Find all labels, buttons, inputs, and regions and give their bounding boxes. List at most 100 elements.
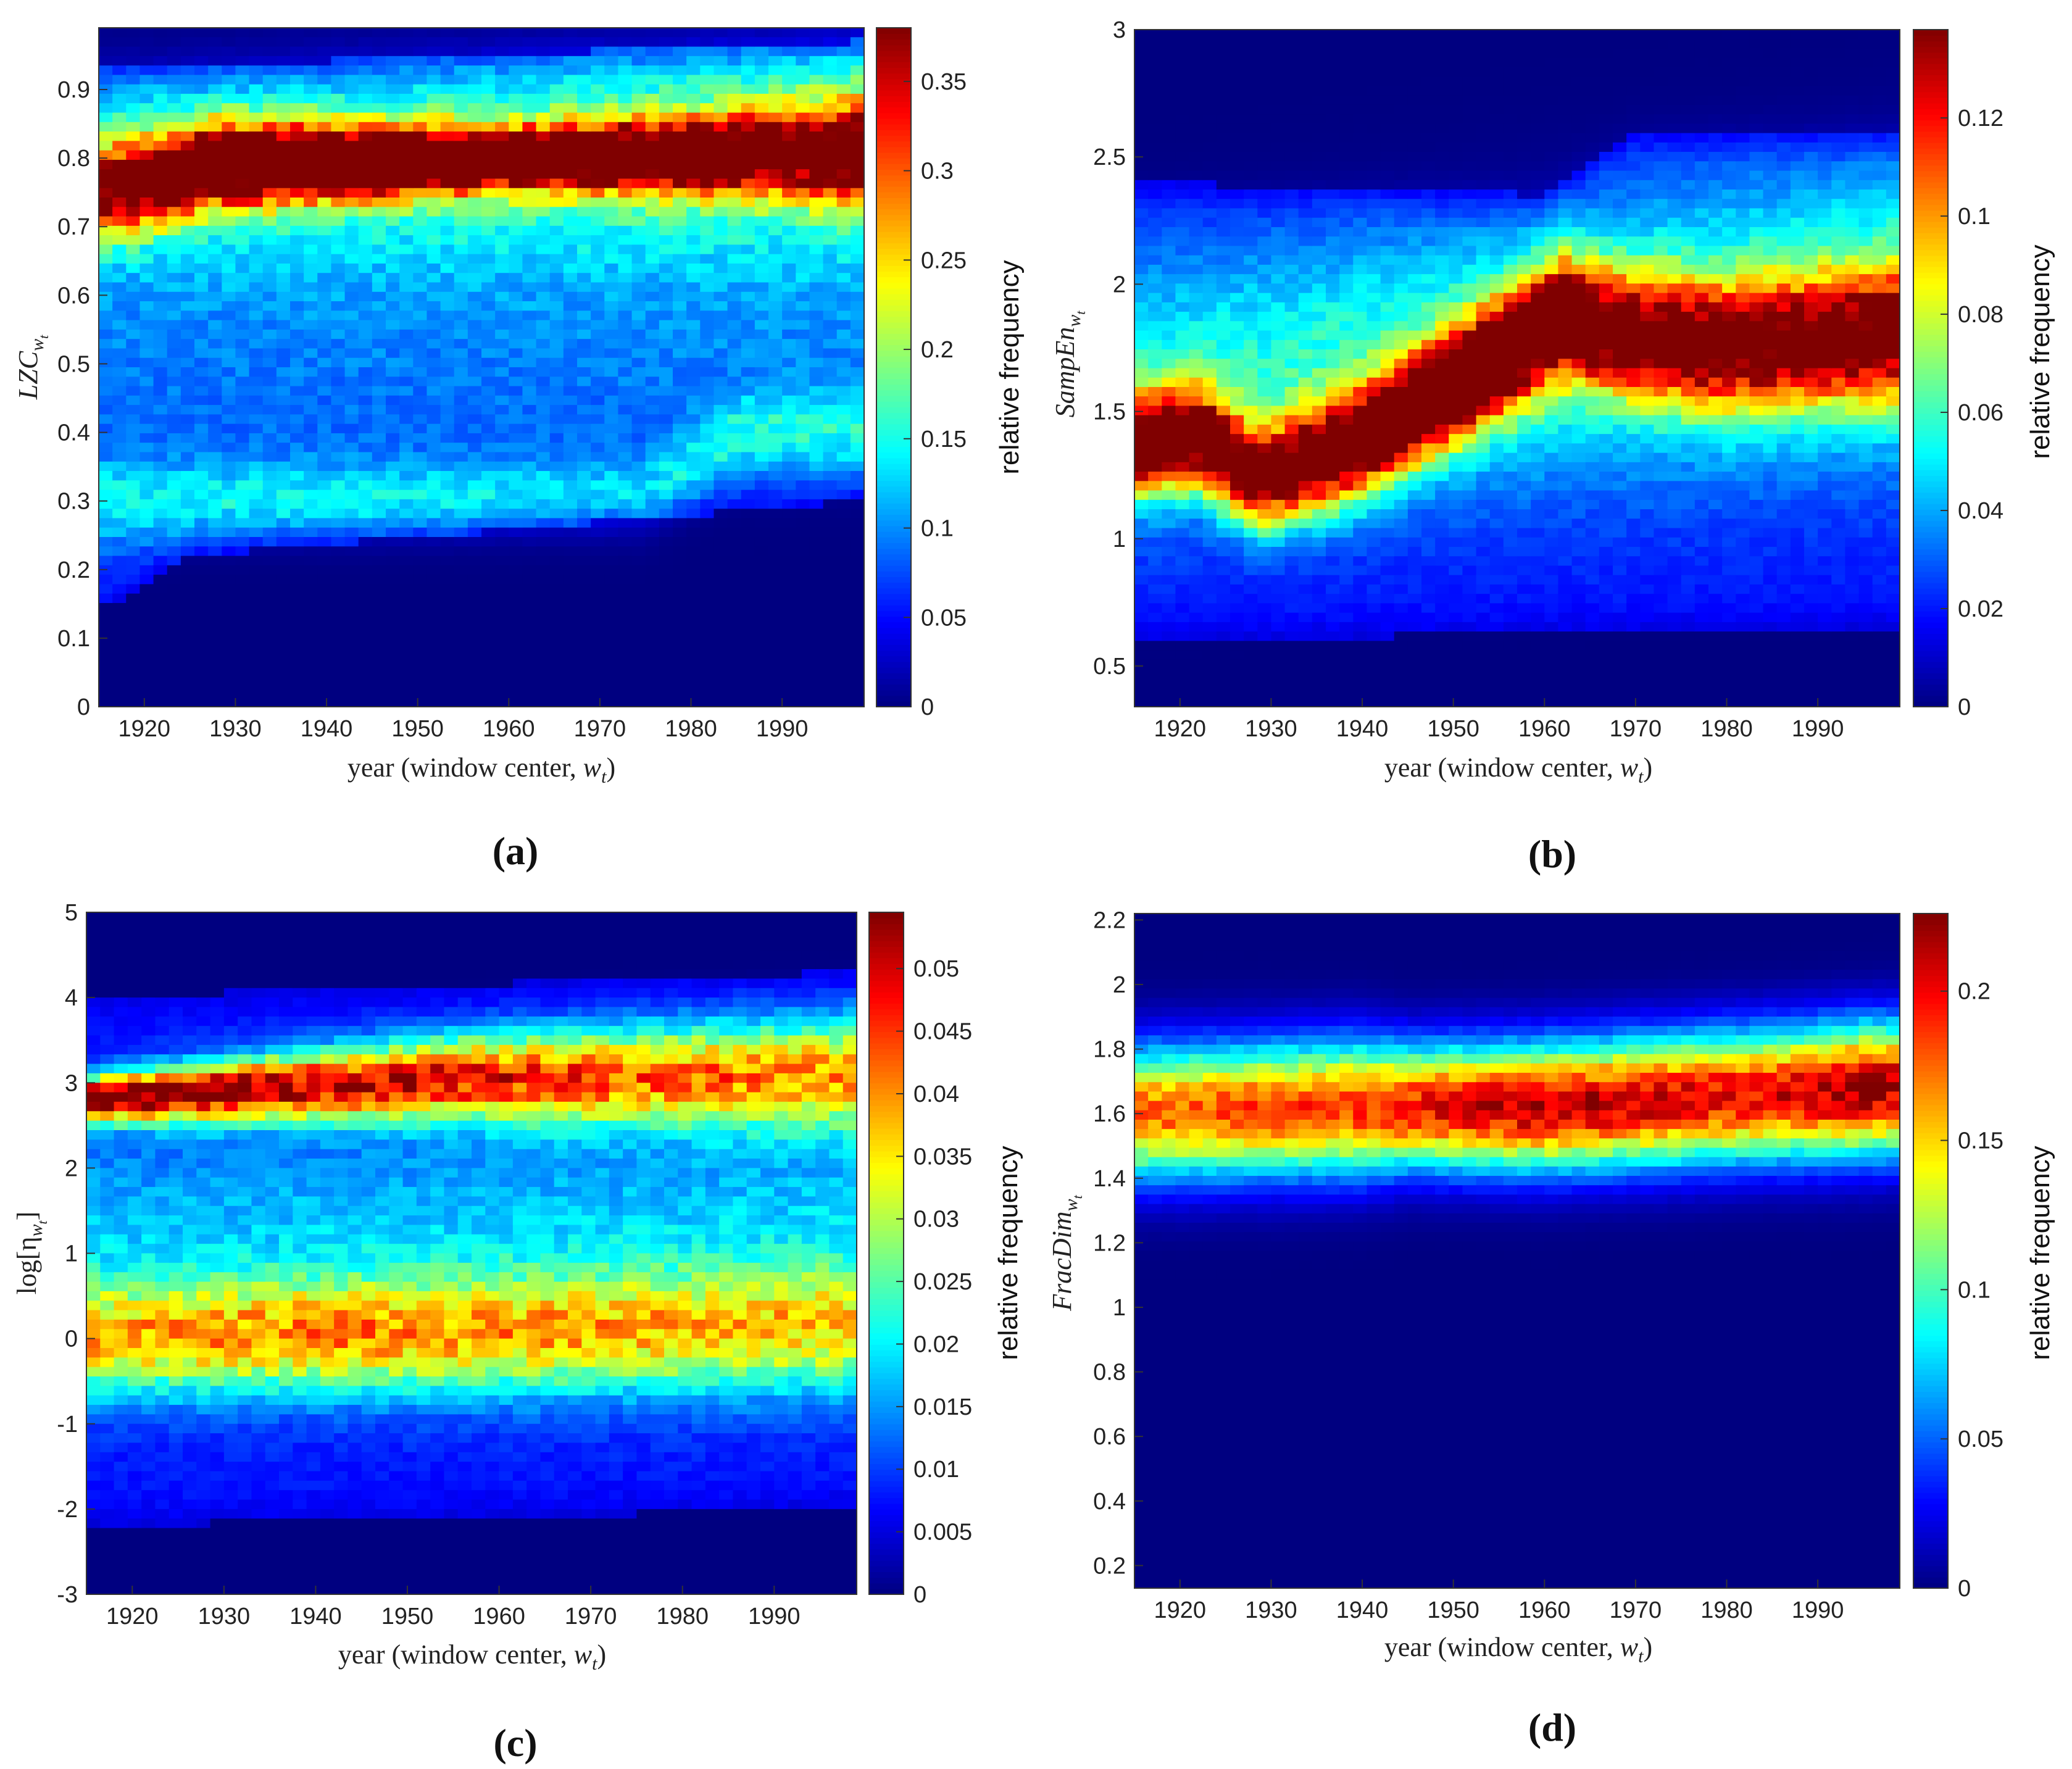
heatmap-cell bbox=[208, 310, 223, 321]
heatmap-cell bbox=[304, 273, 318, 283]
heatmap-cell bbox=[1257, 246, 1272, 256]
heatmap-cell bbox=[563, 112, 578, 123]
heatmap-cell bbox=[112, 282, 127, 293]
heatmap-cell bbox=[604, 37, 619, 48]
heatmap-cell bbox=[467, 65, 482, 76]
heatmap-cell bbox=[344, 198, 359, 208]
heatmap-cell bbox=[659, 395, 673, 406]
heatmap-cell bbox=[1148, 556, 1163, 567]
heatmap-cell bbox=[700, 263, 715, 274]
heatmap-cell bbox=[194, 602, 209, 614]
heatmap-cell bbox=[549, 593, 564, 604]
heatmap-cell bbox=[386, 452, 400, 462]
heatmap-cell bbox=[290, 499, 304, 509]
heatmap-cell bbox=[249, 518, 264, 528]
heatmap-cell bbox=[1175, 377, 1190, 388]
heatmap-cell bbox=[1148, 123, 1163, 134]
heatmap-cell bbox=[659, 593, 673, 604]
heatmap-cell bbox=[249, 461, 264, 472]
heatmap-cell bbox=[741, 65, 755, 76]
heatmap-cell bbox=[167, 414, 181, 425]
heatmap-cell bbox=[112, 697, 127, 707]
heatmap-cell bbox=[180, 386, 195, 396]
heatmap-cell bbox=[208, 207, 223, 217]
heatmap-cell bbox=[768, 207, 783, 217]
heatmap-cell bbox=[1230, 95, 1244, 106]
heatmap-cell bbox=[235, 593, 250, 604]
heatmap-cell bbox=[139, 367, 154, 378]
heatmap-cell bbox=[768, 575, 783, 585]
heatmap-cell bbox=[796, 46, 810, 57]
heatmap-cell bbox=[139, 235, 154, 246]
heatmap-cell bbox=[631, 28, 646, 38]
heatmap-cell bbox=[836, 150, 851, 160]
heatmap-cell bbox=[631, 169, 646, 180]
heatmap-cell bbox=[796, 565, 810, 575]
heatmap-cell bbox=[645, 329, 660, 339]
heatmap-cell bbox=[536, 631, 551, 641]
heatmap-cell bbox=[577, 631, 591, 641]
heatmap-cell bbox=[317, 178, 332, 189]
heatmap-cell bbox=[276, 395, 291, 406]
heatmap-cell bbox=[754, 593, 769, 604]
heatmap-cell bbox=[276, 263, 291, 274]
heatmap-cell bbox=[782, 556, 797, 566]
heatmap-cell bbox=[1230, 594, 1244, 604]
heatmap-cell bbox=[836, 650, 851, 660]
heatmap-cell bbox=[304, 556, 318, 566]
heatmap-cell bbox=[372, 310, 386, 321]
heatmap-cell bbox=[1271, 208, 1286, 219]
heatmap-cell bbox=[454, 56, 468, 66]
heatmap-cell bbox=[782, 489, 797, 500]
heatmap-cell bbox=[290, 112, 304, 123]
heatmap-cell bbox=[631, 263, 646, 274]
heatmap-cell bbox=[1134, 199, 1149, 209]
heatmap-cell bbox=[495, 584, 510, 594]
heatmap-cell bbox=[754, 348, 769, 359]
heatmap-cell bbox=[1189, 359, 1204, 369]
heatmap-cell bbox=[304, 659, 318, 670]
heatmap-cell bbox=[645, 310, 660, 321]
heatmap-cell bbox=[372, 489, 386, 500]
heatmap-cell bbox=[180, 216, 195, 227]
heatmap-cell bbox=[426, 556, 441, 566]
heatmap-cell bbox=[1244, 312, 1259, 322]
heatmap-cell bbox=[714, 678, 728, 689]
heatmap-cell bbox=[700, 75, 715, 85]
heatmap-cell bbox=[399, 37, 414, 48]
heatmap-cell bbox=[454, 178, 468, 189]
heatmap-cell bbox=[413, 452, 428, 462]
heatmap-cell bbox=[1162, 321, 1176, 331]
heatmap-cell bbox=[809, 377, 824, 387]
heatmap-cell bbox=[372, 348, 386, 359]
heatmap-cell bbox=[1162, 697, 1176, 707]
heatmap-cell bbox=[659, 244, 673, 255]
heatmap-cell bbox=[440, 75, 455, 85]
heatmap-cell bbox=[153, 612, 168, 623]
heatmap-cell bbox=[700, 377, 715, 387]
heatmap-cell bbox=[754, 112, 769, 123]
heatmap-cell bbox=[454, 423, 468, 434]
heatmap-cell bbox=[782, 291, 797, 302]
heatmap-cell bbox=[536, 650, 551, 660]
heatmap-cell bbox=[549, 348, 564, 359]
heatmap-cell bbox=[99, 556, 113, 566]
heatmap-cell bbox=[809, 65, 824, 76]
heatmap-cell bbox=[222, 527, 236, 538]
heatmap-cell bbox=[290, 273, 304, 283]
heatmap-cell bbox=[481, 216, 496, 227]
heatmap-cell bbox=[167, 602, 181, 614]
colorbar-stop bbox=[876, 543, 911, 549]
heatmap-cell bbox=[208, 688, 223, 698]
heatmap-cell bbox=[1134, 330, 1149, 341]
heatmap-cell bbox=[1271, 152, 1286, 162]
heatmap-cell bbox=[618, 565, 633, 575]
heatmap-cell bbox=[536, 461, 551, 472]
heatmap-cell bbox=[167, 565, 181, 575]
heatmap-cell bbox=[673, 489, 687, 500]
heatmap-cell bbox=[1230, 612, 1244, 623]
heatmap-cell bbox=[1216, 622, 1231, 632]
heatmap-cell bbox=[591, 282, 605, 293]
heatmap-cell bbox=[1134, 114, 1149, 125]
heatmap-cell bbox=[1244, 518, 1259, 529]
